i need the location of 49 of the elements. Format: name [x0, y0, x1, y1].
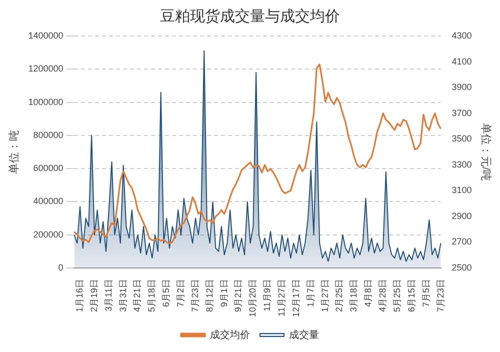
y2-tick-label: 3900 [452, 82, 472, 92]
y2-tick-label: 4100 [452, 56, 472, 66]
y2-tick-label: 2700 [452, 236, 472, 247]
y2-tick-label: 3100 [452, 185, 472, 196]
x-tick-label: 3月18日 [348, 278, 359, 312]
legend-label: 成交均价 [210, 328, 250, 341]
y-tick-label: 200000 [33, 229, 64, 240]
x-tick-label: 12月17日 [290, 278, 301, 318]
y2-tick-label: 3300 [452, 159, 472, 170]
x-tick-label: 2月25日 [334, 278, 344, 312]
x-tick-label: 11月27日 [276, 278, 287, 316]
y2-tick-label: 4300 [452, 30, 472, 40]
y-axis-title: 单位：吨 [8, 130, 21, 174]
x-tick-label: 6月15日 [406, 278, 416, 312]
x-tick-label: 5月18日 [146, 278, 157, 312]
x-tick-label: 7月5日 [420, 278, 431, 307]
y2-tick-label: 2900 [452, 210, 472, 221]
x-tick-label: 1月7日 [305, 278, 316, 307]
x-tick-label: 1月16日 [74, 278, 84, 312]
y-tick-label: 800000 [33, 130, 64, 140]
x-tick-label: 7月2日 [176, 278, 186, 307]
y-tick-label: 1000000 [28, 96, 64, 107]
y2-tick-label: 3500 [452, 134, 472, 144]
x-tick-label: 9月1日 [218, 278, 229, 307]
x-tick-label: 5月25日 [392, 278, 402, 312]
x-tick-label: 2月19日 [88, 278, 99, 312]
y2-tick-label: 3700 [452, 108, 472, 118]
chart-title: 豆粕现货成交量与成交均价 [160, 8, 340, 26]
x-tick-label: 9月21日 [233, 278, 244, 312]
x-tick-label: 7月23日 [190, 278, 200, 312]
legend-label: 成交量 [289, 328, 319, 341]
x-tick-label: 11月9日 [262, 278, 272, 312]
y-tick-label: 1200000 [28, 64, 64, 74]
x-tick-label: 3月11日 [103, 278, 114, 312]
x-tick-label: 6月5日 [161, 278, 172, 307]
y-tick-label: 400000 [33, 196, 64, 206]
x-tick-label: 10月20日 [248, 278, 258, 318]
y2-axis-title: 单位：元/吨 [479, 122, 492, 182]
x-tick-label: 1月27日 [320, 278, 330, 312]
x-tick-label: 4月21日 [132, 278, 142, 312]
x-tick-label: 4月28日 [378, 278, 388, 312]
y-tick-label: 0 [58, 262, 64, 272]
x-tick-label: 7月23日 [435, 278, 446, 312]
y-tick-label: 1400000 [28, 30, 64, 40]
x-tick-label: 3月31日 [118, 278, 128, 312]
x-tick-label: 8月12日 [204, 278, 214, 312]
y-tick-label: 600000 [33, 163, 64, 174]
y2-tick-label: 2500 [452, 262, 472, 272]
x-tick-label: 4月8日 [363, 278, 374, 307]
